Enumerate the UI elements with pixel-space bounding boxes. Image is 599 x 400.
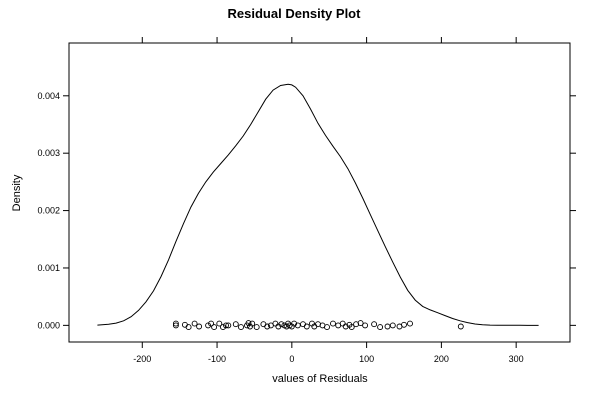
residual-point [264,323,271,330]
x-tick-label: 300 [509,354,524,364]
residual-points [172,320,464,331]
x-tick-label: -200 [133,354,151,364]
y-axis-label: Density [11,174,23,211]
residual-point [223,322,229,329]
residual-point [205,322,212,329]
residual-point [278,321,285,328]
y-tick-label: 0.002 [37,206,60,216]
residual-point [339,320,346,327]
x-tick-label: 0 [289,354,294,364]
density-curve [97,83,539,326]
residual-point [294,322,301,329]
residual-point [285,320,292,327]
residual-point [389,322,396,329]
y-tick-label: 0.004 [37,91,60,101]
residual-point [196,323,203,330]
chart-title: Residual Density Plot [228,6,362,21]
residual-point [330,320,336,327]
x-tick-label: 200 [434,354,449,364]
residual-point [185,324,192,331]
plot-frame [68,42,571,343]
residual-point [342,323,349,330]
residual-point [249,320,256,327]
residual-point [172,322,179,329]
residual-point [220,324,226,331]
residual-point [225,322,232,329]
y-tick-label: 0.001 [37,263,60,273]
residual-point [348,324,355,331]
residual-point [245,320,252,327]
residual-point [407,320,413,327]
residual-point [191,320,198,327]
residual-point [357,320,364,327]
residual-point [324,324,330,331]
residual-point [172,320,179,327]
residual-point [457,323,464,330]
y-tick-label: 0.003 [37,148,60,158]
y-tick-label: 0.000 [37,320,60,330]
residual-point [377,324,384,331]
y-axis: 0.000 0.001 0.002 0.003 0.004 [37,91,576,330]
residual-point [216,320,223,327]
residual-point [303,323,310,330]
residual-point [371,321,378,328]
x-tick-label: 100 [359,354,374,364]
x-tick-label: -100 [208,354,226,364]
residual-point [238,324,244,331]
residual-point [232,321,239,328]
x-axis: -200 -100 0 100 200 300 [133,37,524,364]
residual-point [181,321,188,328]
residual-point [272,320,279,327]
residual-point [384,323,391,330]
x-axis-label: values of Residuals [272,373,368,385]
residual-point [362,322,369,329]
residual-point [208,320,215,327]
residual-point [211,324,218,331]
residual-point [253,324,260,331]
residual-point [401,321,407,328]
